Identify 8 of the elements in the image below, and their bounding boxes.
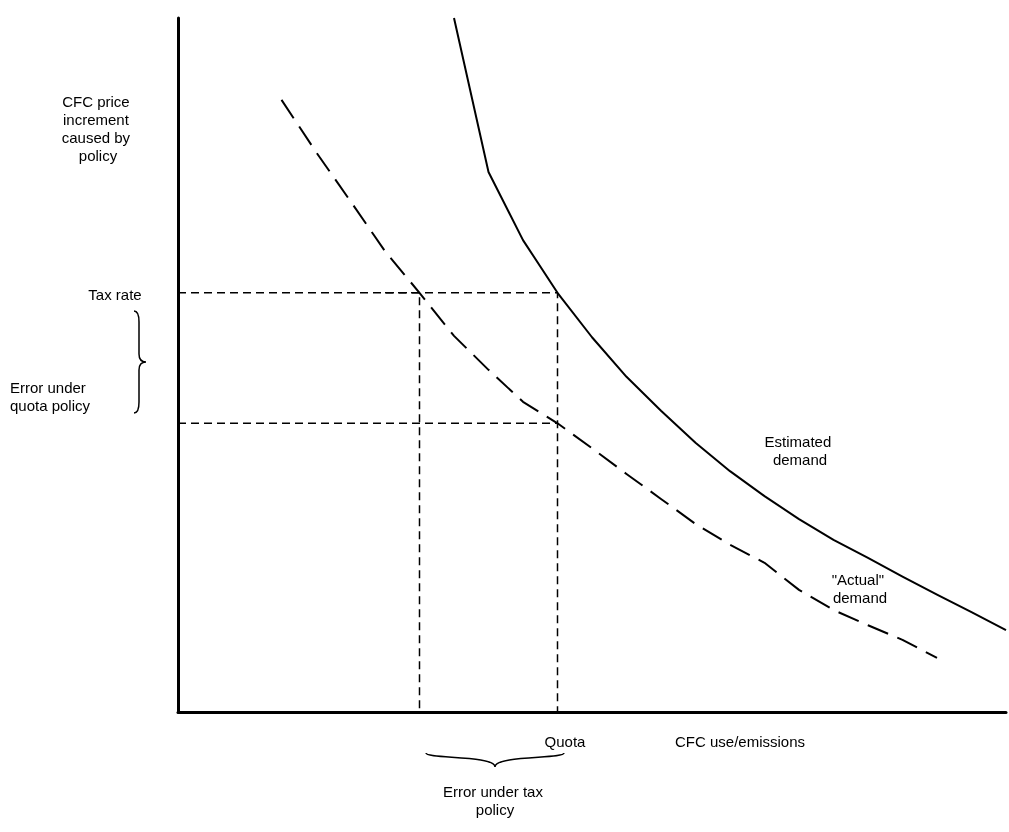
text: Tax rate [88, 285, 142, 303]
x-axis-title: CFC use/emissions [674, 732, 806, 750]
series-label: Estimated demand [764, 432, 836, 468]
y-axis-title: CFC price increment caused by policy [61, 92, 135, 164]
text: Quota [544, 732, 587, 750]
series-label: "Actual" demand [831, 570, 889, 606]
text: Error under tax policy [442, 782, 548, 818]
text: Error under quota policy [9, 378, 91, 414]
